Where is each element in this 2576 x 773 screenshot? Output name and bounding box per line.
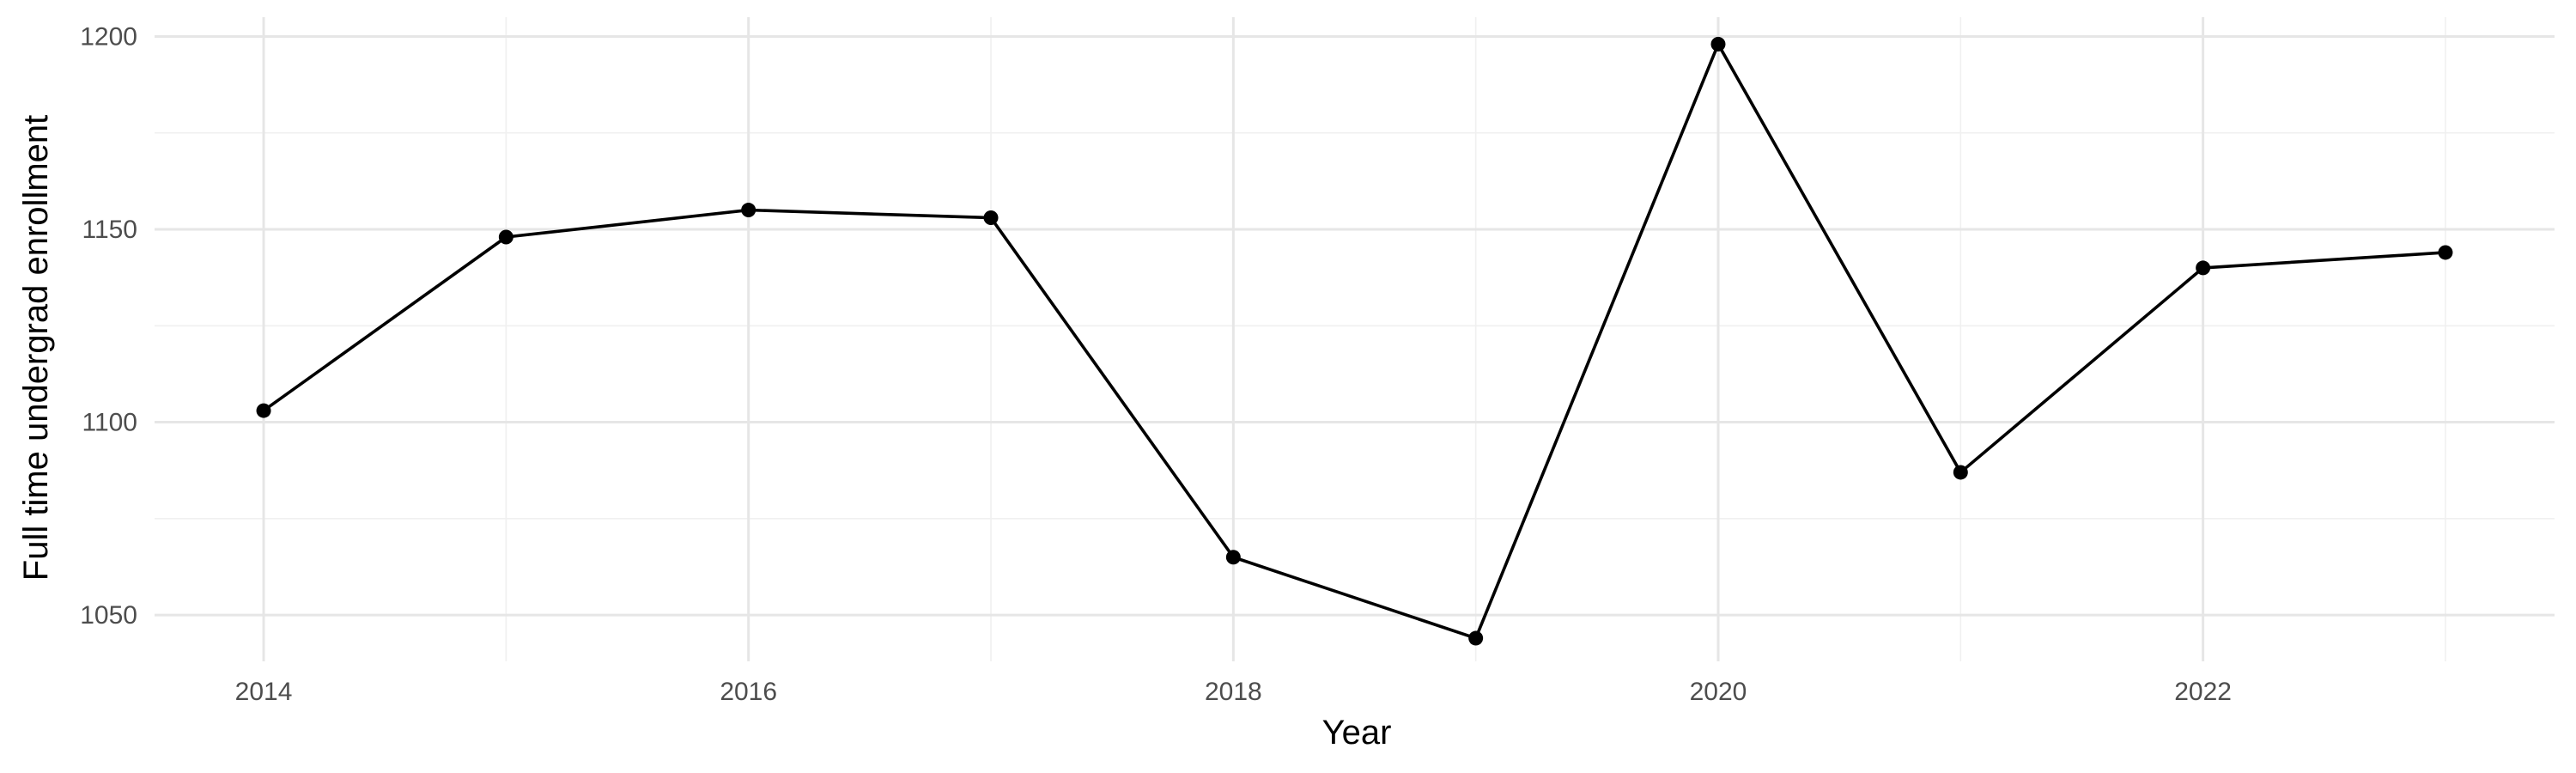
x-axis-tick-labels: 2014 2016 2018 2020 2022 (235, 678, 2232, 706)
major-gridlines (155, 17, 2555, 661)
y-tick-label: 1050 (80, 601, 137, 630)
y-tick-label: 1100 (82, 409, 137, 437)
series-layer (256, 36, 2453, 646)
x-tick-label: 2014 (235, 678, 293, 706)
data-point (741, 203, 756, 218)
x-tick-label: 2016 (720, 678, 777, 706)
y-tick-label: 1150 (82, 216, 137, 244)
data-point (1225, 550, 1241, 565)
series-line (262, 42, 2446, 640)
y-axis-tick-labels: 1050 1100 1150 1200 (80, 22, 137, 630)
data-point (256, 403, 271, 418)
minor-gridlines (155, 17, 2555, 661)
y-axis-title: Full time undergrad enrollment (17, 115, 55, 581)
x-tick-label: 2020 (1690, 678, 1747, 706)
data-point (2438, 245, 2453, 260)
x-axis-title: Year (1322, 714, 1392, 752)
x-tick-label: 2018 (1205, 678, 1262, 706)
data-point (983, 210, 999, 226)
data-point (2196, 260, 2211, 276)
data-point (498, 229, 513, 245)
y-tick-label: 1200 (80, 22, 137, 51)
data-point (1953, 465, 1968, 480)
data-point (1710, 36, 1726, 52)
data-point (1468, 630, 1484, 646)
x-tick-label: 2022 (2174, 678, 2232, 706)
